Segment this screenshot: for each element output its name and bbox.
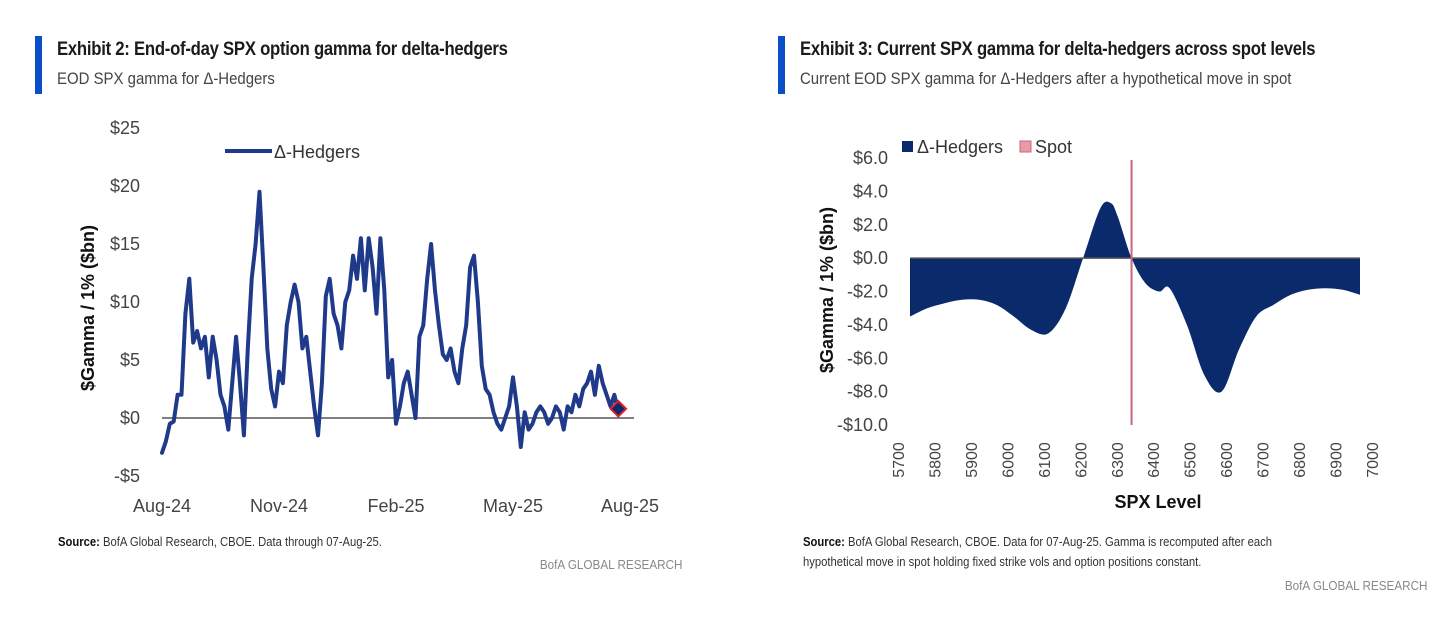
exhibit-3-source: Source: BofA Global Research, CBOE. Data…	[803, 532, 1272, 572]
latest-value-marker	[609, 399, 628, 418]
exhibit-3-brand: BofA GLOBAL RESEARCH	[1284, 578, 1427, 593]
exhibit-3-title: Exhibit 3: Current SPX gamma for delta-h…	[800, 39, 1316, 60]
y-tick-label: $4.0	[853, 181, 888, 201]
exhibit-2-subtitle: EOD SPX gamma for Δ-Hedgers	[57, 69, 275, 88]
exhibit-3-panel: Exhibit 3: Current SPX gamma for delta-h…	[760, 0, 1453, 636]
legend-swatch-delta-hedgers	[902, 141, 913, 152]
x-tick-label: 6100	[1037, 442, 1054, 478]
exhibit-2-source: Source: BofA Global Research, CBOE. Data…	[58, 532, 382, 552]
area-delta-hedgers	[910, 201, 1360, 393]
y-tick-label: -$6.0	[847, 348, 888, 368]
accent-bar	[778, 36, 785, 94]
exhibit-3-subtitle: Current EOD SPX gamma for Δ-Hedgers afte…	[800, 69, 1292, 88]
y-axis-label: $Gamma / 1% ($bn)	[78, 225, 98, 391]
gamma-across-spot-chart: $Gamma / 1% ($bn) -$10.0 -$8.0 -$6.0 -$4.0 -…	[817, 137, 1382, 512]
x-tick-label: 6600	[1219, 442, 1236, 478]
x-tick-label: May-25	[483, 496, 543, 516]
gamma-time-series-chart: $Gamma / 1% ($bn) -$5 $0 $5 $10 $15 $20 $25 Au…	[78, 118, 659, 516]
y-tick-label: -$5	[114, 466, 140, 486]
x-tick-label: 6000	[1000, 442, 1017, 478]
source-label: Source:	[58, 535, 100, 549]
exhibit-2-title: Exhibit 2: End-of-day SPX option gamma f…	[57, 39, 508, 60]
y-tick-label: -$10.0	[837, 415, 888, 435]
y-tick-label: $5	[120, 350, 140, 370]
legend-label-delta-hedgers: Δ-Hedgers	[917, 137, 1003, 157]
x-tick-label: 6900	[1329, 442, 1346, 478]
x-tick-label: 6400	[1146, 442, 1163, 478]
x-tick-label: 6200	[1073, 442, 1090, 478]
x-tick-label: 5800	[927, 442, 944, 478]
y-tick-label: $0	[120, 408, 140, 428]
y-tick-label: $25	[110, 118, 140, 138]
source-label: Source:	[803, 535, 845, 549]
x-tick-label: Feb-25	[367, 496, 424, 516]
x-tick-label: 5900	[964, 442, 981, 478]
y-tick-label: $2.0	[853, 215, 888, 235]
x-tick-label: Nov-24	[250, 496, 308, 516]
x-tick-label: 6700	[1256, 442, 1273, 478]
source-text: BofA Global Research, CBOE. Data through…	[99, 535, 382, 549]
legend: Δ-Hedgers	[225, 142, 360, 162]
y-tick-label: $6.0	[853, 148, 888, 168]
x-tick-label: 7000	[1365, 442, 1382, 478]
exhibit-2-brand: BofA GLOBAL RESEARCH	[539, 557, 682, 572]
x-tick-label: 5700	[891, 442, 908, 478]
x-tick-label: Aug-24	[133, 496, 191, 516]
x-tick-label: 6800	[1292, 442, 1309, 478]
x-axis-label: SPX Level	[1114, 492, 1201, 512]
exhibit-2-panel: Exhibit 2: End-of-day SPX option gamma f…	[0, 0, 720, 636]
legend-label-delta-hedgers: Δ-Hedgers	[274, 142, 360, 162]
y-tick-label: -$4.0	[847, 315, 888, 335]
legend-label-spot: Spot	[1035, 137, 1072, 157]
y-tick-label: $20	[110, 176, 140, 196]
series-line-delta-hedgers	[160, 189, 621, 455]
source-text-line1: BofA Global Research, CBOE. Data for 07-…	[844, 535, 1272, 549]
accent-bar	[35, 36, 42, 94]
legend: Δ-Hedgers Spot	[902, 137, 1072, 157]
y-tick-label: $10	[110, 292, 140, 312]
x-tick-label: Aug-25	[601, 496, 659, 516]
y-axis-label: $Gamma / 1% ($bn)	[817, 207, 837, 373]
x-tick-label: 6500	[1183, 442, 1200, 478]
legend-swatch-spot	[1019, 140, 1032, 153]
y-tick-label: $15	[110, 234, 140, 254]
y-tick-label: -$8.0	[847, 382, 888, 402]
y-tick-label: -$2.0	[847, 282, 888, 302]
x-tick-label: 6300	[1110, 442, 1127, 478]
source-text-line2: hypothetical move in spot holding fixed …	[803, 555, 1202, 569]
y-tick-label: $0.0	[853, 248, 888, 268]
